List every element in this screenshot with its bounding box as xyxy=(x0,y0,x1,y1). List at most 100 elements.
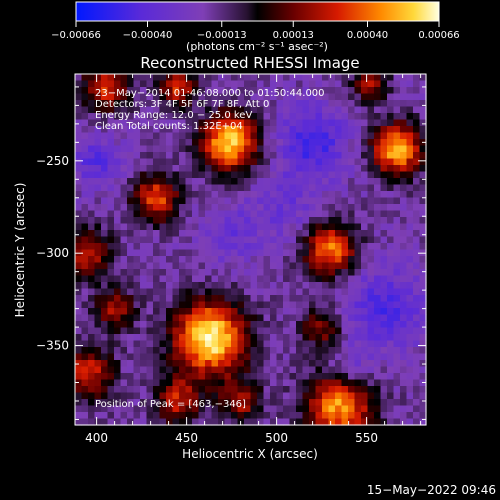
heatmap-cell xyxy=(166,314,174,322)
heatmap-cell xyxy=(263,152,271,160)
heatmap-cell xyxy=(192,301,200,309)
heatmap-cell xyxy=(380,256,388,264)
heatmap-cell xyxy=(231,217,239,225)
heatmap-cell xyxy=(185,308,193,316)
heatmap-cell xyxy=(185,80,193,88)
heatmap-cell xyxy=(328,308,336,316)
heatmap-cell xyxy=(146,399,154,407)
heatmap-cell xyxy=(315,236,323,244)
heatmap-cell xyxy=(198,236,206,244)
heatmap-cell xyxy=(263,301,271,309)
heatmap-cell xyxy=(335,171,343,179)
heatmap-cell xyxy=(419,87,427,95)
heatmap-cell xyxy=(283,340,291,348)
heatmap-cell xyxy=(120,126,128,134)
heatmap-cell xyxy=(270,321,278,329)
heatmap-cell xyxy=(348,204,356,212)
heatmap-cell xyxy=(367,347,375,355)
heatmap-cell xyxy=(237,126,245,134)
heatmap-cell xyxy=(296,236,304,244)
heatmap-cell xyxy=(81,249,89,257)
heatmap-cell xyxy=(94,249,102,257)
heatmap-cell xyxy=(302,392,310,400)
heatmap-cell xyxy=(374,308,382,316)
heatmap-cell xyxy=(88,366,96,374)
heatmap-cell xyxy=(413,308,421,316)
heatmap-cell xyxy=(88,93,96,101)
heatmap-cell xyxy=(419,308,427,316)
heatmap-cell xyxy=(367,152,375,160)
heatmap-cell xyxy=(140,275,148,283)
heatmap-cell xyxy=(140,340,148,348)
heatmap-cell xyxy=(166,295,174,303)
heatmap-cell xyxy=(413,132,421,140)
heatmap-cell xyxy=(322,347,330,355)
heatmap-cell xyxy=(166,171,174,179)
heatmap-cell xyxy=(250,93,258,101)
heatmap-cell xyxy=(237,165,245,173)
heatmap-cell xyxy=(380,321,388,329)
heatmap-cell xyxy=(413,262,421,270)
heatmap-cell xyxy=(348,366,356,374)
heatmap-cell xyxy=(205,171,213,179)
heatmap-cell xyxy=(257,165,265,173)
heatmap-cell xyxy=(133,87,141,95)
heatmap-cell xyxy=(88,171,96,179)
colorbar-tick-label: −0.00066 xyxy=(51,30,101,41)
heatmap-cell xyxy=(341,204,349,212)
heatmap-cell xyxy=(218,399,226,407)
heatmap-cell xyxy=(101,392,109,400)
heatmap-cell xyxy=(367,243,375,251)
heatmap-cell xyxy=(263,80,271,88)
heatmap-cell xyxy=(289,353,297,361)
heatmap-cell xyxy=(198,191,206,199)
heatmap-cell xyxy=(257,139,265,147)
heatmap-cell xyxy=(302,366,310,374)
heatmap-cell xyxy=(211,282,219,290)
heatmap-cell xyxy=(166,100,174,108)
heatmap-cell xyxy=(218,113,226,121)
heatmap-cell xyxy=(88,373,96,381)
heatmap-cell xyxy=(270,386,278,394)
heatmap-cell xyxy=(237,340,245,348)
heatmap-cell xyxy=(413,145,421,153)
heatmap-cell xyxy=(276,301,284,309)
heatmap-cell xyxy=(140,334,148,342)
heatmap-cell xyxy=(276,204,284,212)
heatmap-cell xyxy=(289,74,297,82)
heatmap-cell xyxy=(335,405,343,413)
heatmap-cell xyxy=(198,412,206,420)
heatmap-cell xyxy=(354,405,362,413)
heatmap-cell xyxy=(257,386,265,394)
heatmap-cell xyxy=(224,243,232,251)
heatmap-cell xyxy=(231,353,239,361)
heatmap-cell xyxy=(81,269,89,277)
heatmap-cell xyxy=(302,418,310,426)
chart-title: Reconstructed RHESSI Image xyxy=(140,54,359,72)
heatmap-cell xyxy=(302,132,310,140)
heatmap-cell xyxy=(322,256,330,264)
heatmap-cell xyxy=(218,386,226,394)
heatmap-cell xyxy=(335,132,343,140)
heatmap-cell xyxy=(413,230,421,238)
heatmap-cell xyxy=(380,113,388,121)
heatmap-cell xyxy=(107,119,115,127)
heatmap-cell xyxy=(315,379,323,387)
heatmap-cell xyxy=(348,74,356,82)
heatmap-cell xyxy=(322,275,330,283)
heatmap-cell xyxy=(289,210,297,218)
heatmap-cell xyxy=(159,295,167,303)
heatmap-cell xyxy=(302,236,310,244)
heatmap-cell xyxy=(309,360,317,368)
heatmap-cell xyxy=(374,145,382,153)
heatmap-cell xyxy=(354,295,362,303)
heatmap-cell xyxy=(192,334,200,342)
heatmap-cell xyxy=(244,217,252,225)
heatmap-cell xyxy=(250,373,258,381)
heatmap-cell xyxy=(231,145,239,153)
heatmap-cell xyxy=(406,334,414,342)
heatmap-cell xyxy=(159,314,167,322)
heatmap-cell xyxy=(400,347,408,355)
heatmap-cell xyxy=(185,360,193,368)
heatmap-cell xyxy=(231,418,239,426)
